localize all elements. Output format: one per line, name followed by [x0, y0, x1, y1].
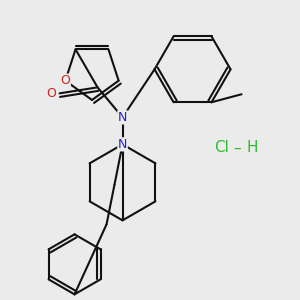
Text: Cl: Cl	[214, 140, 230, 155]
Text: O: O	[46, 87, 56, 100]
Text: –: –	[233, 140, 241, 155]
Text: N: N	[118, 111, 127, 124]
Text: O: O	[60, 74, 70, 87]
Text: N: N	[118, 138, 127, 151]
Text: H: H	[246, 140, 258, 155]
